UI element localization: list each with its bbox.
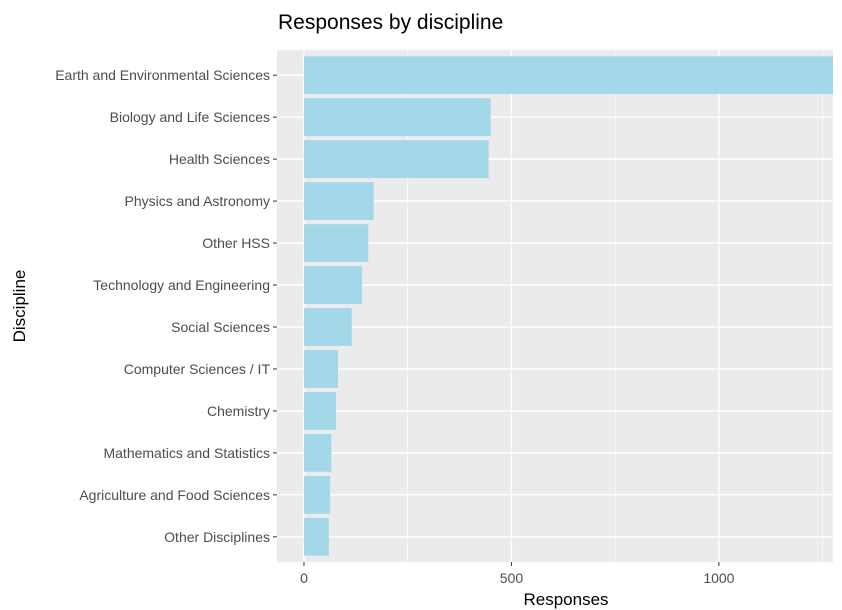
x-axis: 0 500 1000 [300,562,735,586]
y-tick-label: Other Disciplines [164,529,270,545]
bar [303,98,491,137]
bar [303,350,338,388]
y-tick-label: Other HSS [202,235,270,251]
bar [303,434,332,472]
bar [303,182,374,220]
chart-title: Responses by discipline [278,11,503,34]
y-tick-label: Physics and Astronomy [124,193,270,209]
x-tick-label: 1000 [703,570,734,586]
y-tick-label: Chemistry [207,403,270,419]
y-tick-label: Agriculture and Food Sciences [79,487,270,503]
bars [303,56,833,556]
x-tick-label: 500 [500,570,524,586]
y-tick-label: Biology and Life Sciences [110,109,270,125]
bar [303,308,352,346]
bar [303,517,329,556]
y-axis-title: Discipline [10,270,29,343]
x-tick-label: 0 [300,570,308,586]
y-tick-label: Technology and Engineering [93,277,270,293]
bar [303,392,336,430]
y-tick-label: Earth and Environmental Sciences [55,67,270,83]
bar [303,56,833,95]
bar [303,266,363,304]
x-axis-title: Responses [523,590,608,609]
bar [303,140,489,178]
y-tick-label: Health Sciences [169,151,270,167]
bar [303,475,331,514]
y-tick-label: Computer Sciences / IT [124,361,271,377]
y-tick-label: Social Sciences [171,319,270,335]
bar [303,224,369,262]
y-axis: Earth and Environmental Sciences Biology … [55,67,277,545]
y-tick-label: Mathematics and Statistics [103,445,270,461]
